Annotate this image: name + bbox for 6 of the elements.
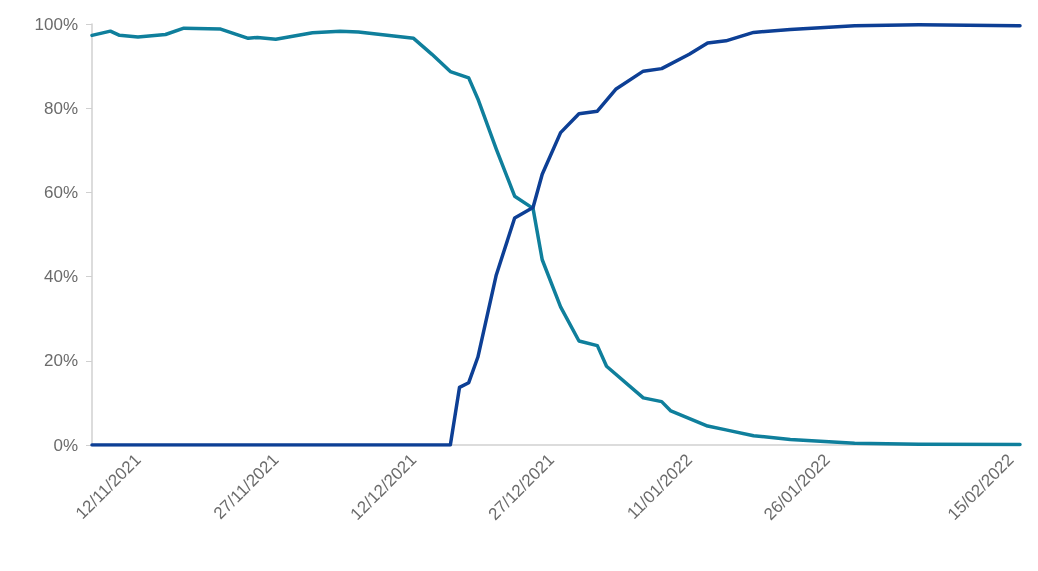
y-tick-label: 60% — [43, 182, 78, 202]
y-tick-label: 0% — [53, 435, 78, 455]
y-tick-label: 100% — [34, 14, 78, 34]
y-tick-label: 80% — [43, 98, 78, 118]
y-tick-label: 40% — [43, 267, 78, 287]
y-tick-label: 20% — [43, 351, 78, 371]
